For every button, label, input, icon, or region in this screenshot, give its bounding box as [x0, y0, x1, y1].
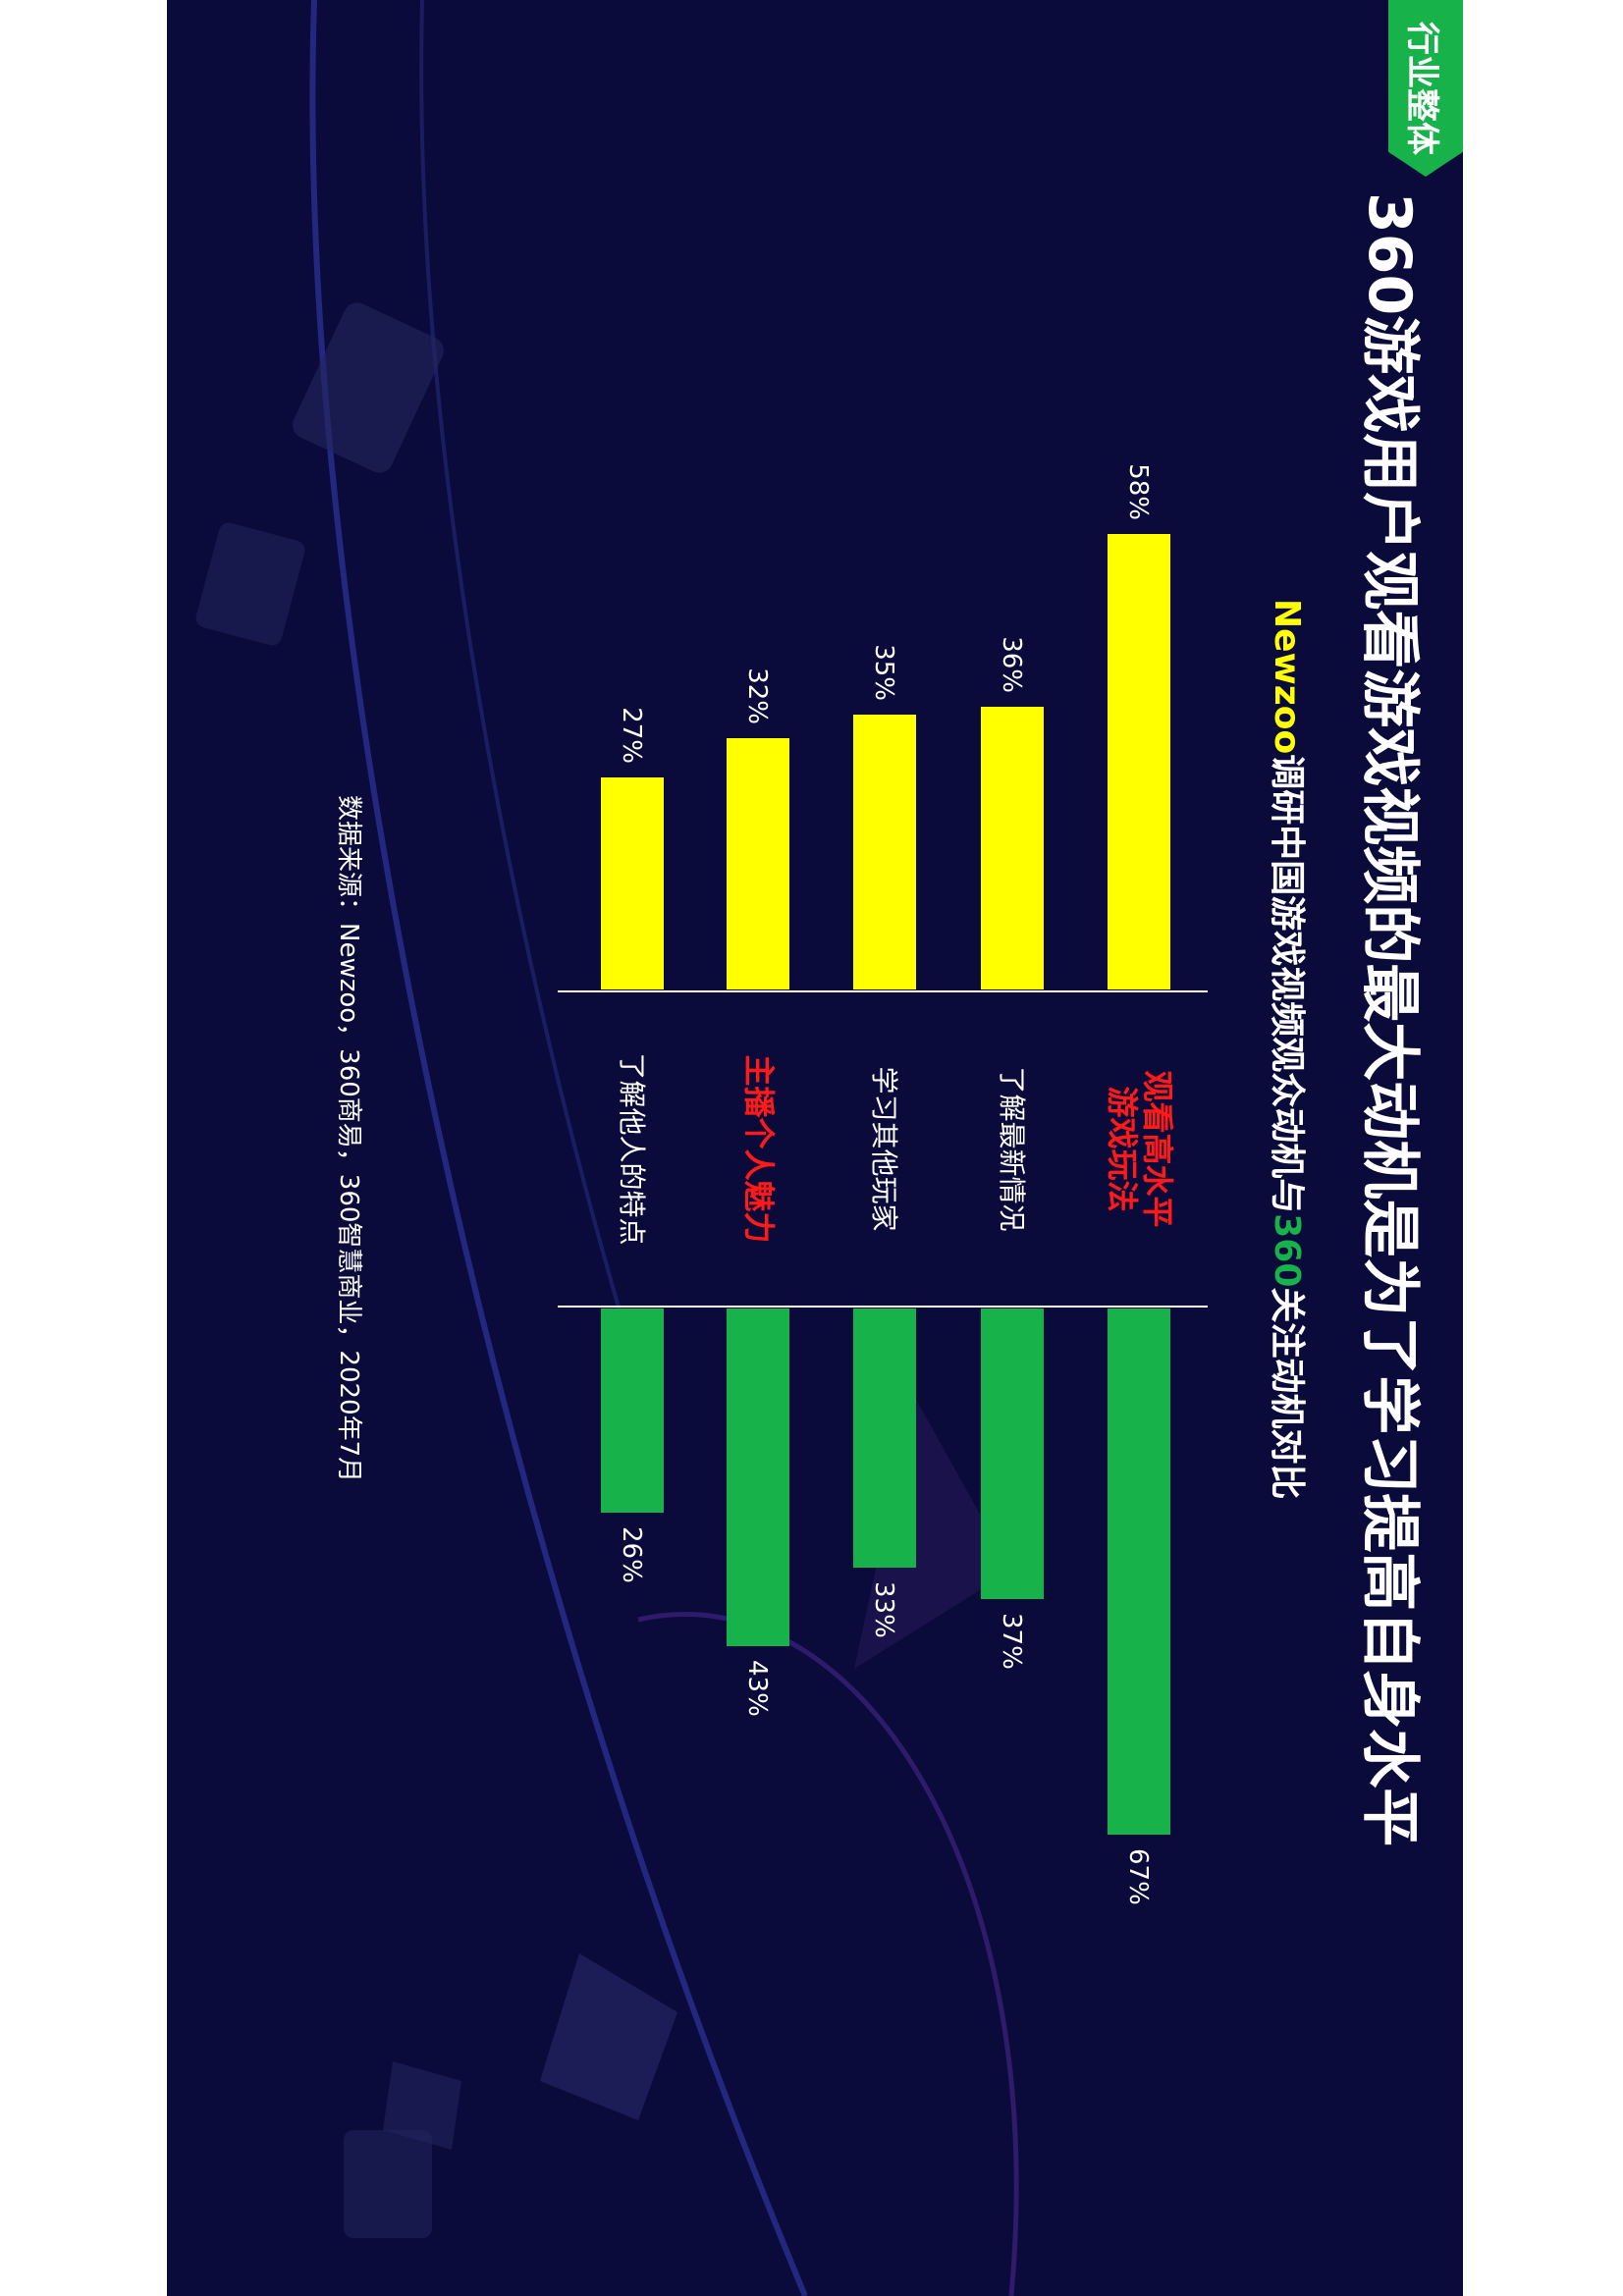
background-decoration	[195, 0, 1019, 2296]
bar-360-4	[601, 1308, 664, 1513]
bar-360-1	[981, 1308, 1044, 1599]
value-label-360-3: 43%	[742, 1660, 772, 1717]
category-label-4: 了解他人的特点	[616, 1052, 648, 1245]
bar-newzoo-4	[601, 777, 664, 989]
bar-newzoo-2	[853, 715, 916, 989]
bar-360-3	[727, 1308, 789, 1646]
category-label-2: 学习其他玩家	[868, 1066, 900, 1231]
category-label-3: 主播个人魅力	[740, 1054, 778, 1243]
value-label-newzoo-0: 58%	[1123, 463, 1153, 520]
value-label-newzoo-1: 36%	[997, 636, 1026, 693]
category-label-1: 了解最新情况	[996, 1066, 1028, 1231]
comparison-chart: 58% 67% 观看高水平游戏玩法 36% 37% 了解最新情况 35% 33% 学习其他玩家 3…	[558, 463, 1208, 1905]
value-label-newzoo-4: 27%	[617, 707, 646, 764]
value-label-360-2: 33%	[869, 1581, 898, 1638]
value-label-360-4: 26%	[617, 1526, 646, 1583]
data-source: 数据来源：Newzoo，360商易，360智慧商业，2020年7月	[334, 795, 363, 1483]
bar-newzoo-1	[981, 707, 1044, 989]
bar-newzoo-0	[1108, 534, 1170, 989]
category-label-0: 观看高水平游戏玩法	[1104, 1070, 1176, 1227]
value-label-newzoo-2: 35%	[869, 644, 898, 701]
value-label-360-1: 37%	[997, 1613, 1026, 1670]
slide: 行业整体 360游戏用户观看游戏视频的最大动机是为了学习提高自身水平 Newzo…	[167, 0, 1463, 2296]
bar-360-0	[1108, 1308, 1170, 1835]
value-label-360-0: 67%	[1123, 1848, 1153, 1905]
bar-newzoo-3	[727, 738, 789, 989]
bar-360-2	[853, 1308, 916, 1568]
rotated-content: 行业整体 360游戏用户观看游戏视频的最大动机是为了学习提高自身水平 Newzo…	[167, 0, 1463, 2296]
value-label-newzoo-3: 32%	[742, 667, 772, 724]
